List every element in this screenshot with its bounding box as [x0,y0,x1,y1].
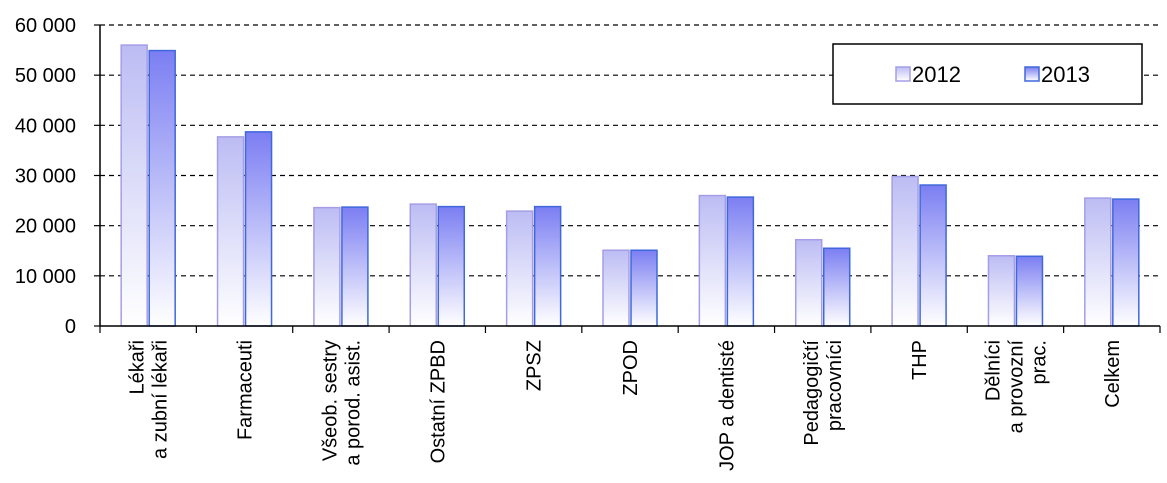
category-label: Pedagogičtí pracovníci [801,340,846,446]
category-label: THP [909,340,931,380]
category-labels: Lékaři a zubní lékaři Farmaceuti Všeob. ses… [127,340,1124,471]
legend-swatch-2013 [1024,66,1040,82]
category-label: Ostatní ZPBD [427,340,449,463]
category-label-line: Ostatní ZPBD [427,340,449,463]
category-label: ZPSZ [524,340,546,391]
category-label-line: prac. [1028,340,1050,384]
category-label-line: Dělníci [982,340,1004,401]
category-label: Lékaři a zubní lékaři [127,340,172,459]
y-tick-label: 20 000 [15,216,76,238]
category-label-line: ZPOD [620,340,642,396]
bar-2013 [533,205,562,327]
category-label-line: Farmaceuti [235,340,257,440]
category-label-line: JOP a dentisté [716,340,738,471]
category-label: JOP a dentisté [716,340,738,471]
bar-2013 [630,249,658,327]
category-label: ZPOD [620,340,642,396]
y-tick-labels: 0 10 000 20 000 30 000 40 000 50 000 60 000 [15,15,76,338]
bar-2012 [313,206,341,327]
axes [94,24,1161,333]
bar-2012 [120,44,148,327]
y-tick-label: 50 000 [15,65,76,87]
bar-2012 [794,238,823,327]
bars [120,44,1140,327]
bar-2013 [1112,198,1140,327]
bar-2012 [698,194,727,327]
category-label-line: a zubní lékaři [150,340,172,459]
legend-label-2012: 2012 [912,62,961,87]
category-label-line: ZPSZ [524,340,546,391]
category-label-line: Všeob. sestry [319,340,341,461]
legend-box [832,43,1143,105]
bar-2012 [987,255,1016,327]
bar-2012 [505,210,534,327]
bar-2012 [1084,197,1112,327]
y-tick-label: 10 000 [15,266,76,288]
bar-2013 [341,206,369,327]
category-label: Dělníci a provozní prac. [982,340,1050,434]
category-label-line: a provozní [1005,340,1027,434]
bar-2013 [822,247,851,327]
bar-2012 [891,175,919,327]
bar-2013 [244,131,273,327]
bar-2012 [409,203,438,327]
category-label: Všeob. sestry a porod. asist. [319,340,364,466]
category-label-line: pracovníci [824,340,846,431]
y-tick-label: 0 [65,316,76,338]
category-label-line: Pedagogičtí [801,340,823,446]
legend-label-2013: 2013 [1041,62,1090,87]
bar-2013 [726,196,755,327]
bar-2012 [602,249,630,327]
bar-2012 [216,136,245,327]
category-label: Celkem [1102,340,1124,408]
bar-2013 [1015,255,1044,327]
y-tick-label: 30 000 [15,166,76,188]
legend: 2012 2013 [832,43,1143,105]
category-label-line: THP [909,340,931,380]
category-label-line: Lékaři [127,340,149,394]
bar-2013 [148,49,176,327]
category-label-line: a porod. asist. [342,340,364,466]
y-tick-label: 60 000 [15,15,76,37]
y-tick-label: 40 000 [15,115,76,137]
bar-2013 [437,205,466,327]
category-label: Farmaceuti [235,340,257,440]
legend-swatch-2012 [895,66,911,82]
category-label-line: Celkem [1102,340,1124,408]
bar-2013 [919,184,947,327]
